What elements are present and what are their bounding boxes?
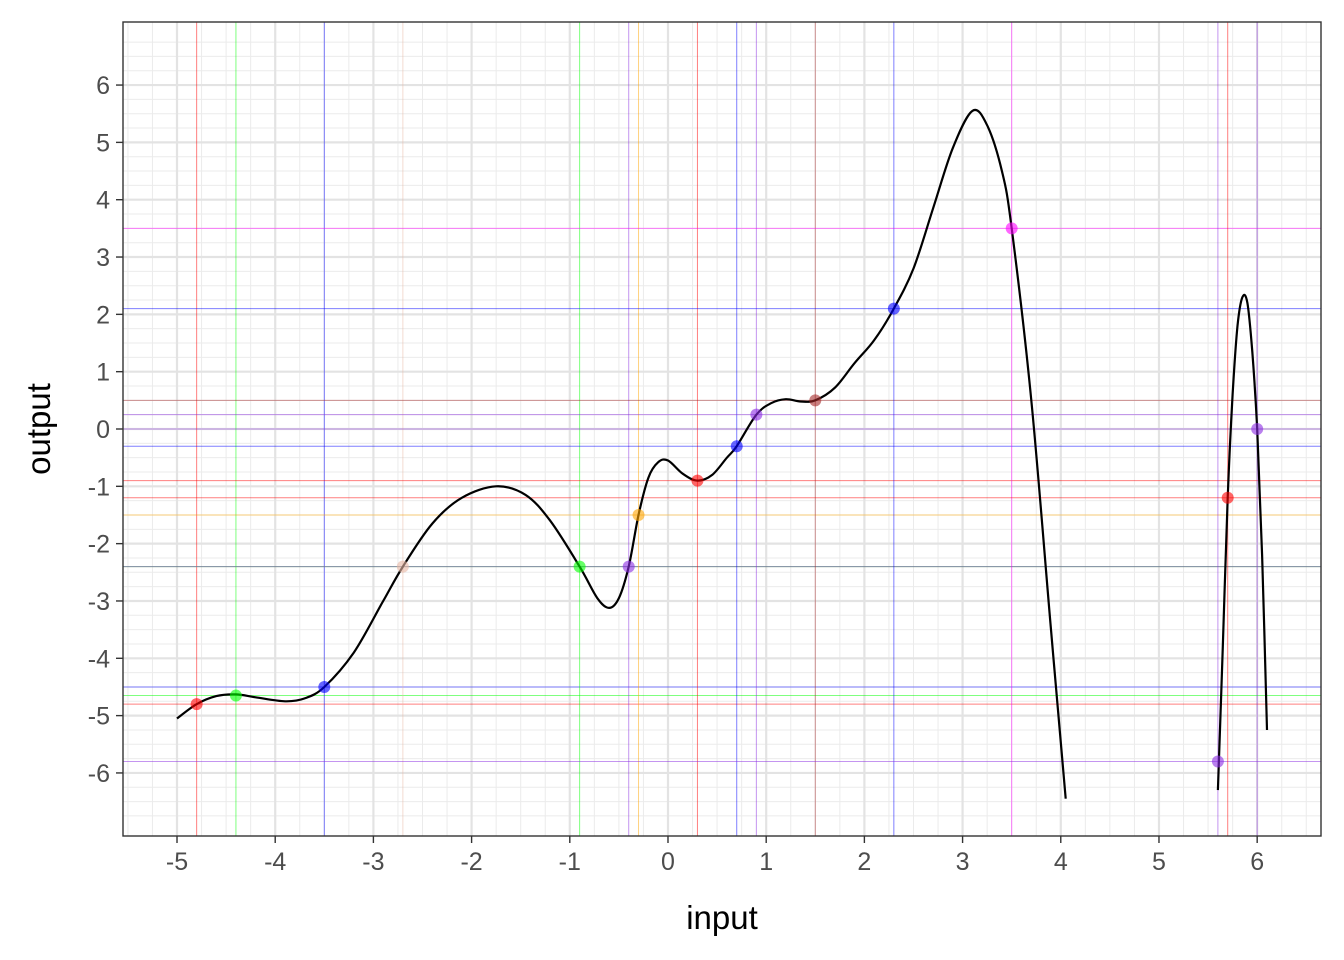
curve-segment — [176, 108, 1067, 799]
data-point — [1221, 491, 1234, 504]
x-tick-label: 3 — [956, 848, 970, 876]
data-point — [190, 698, 203, 711]
data-point — [1211, 755, 1224, 768]
y-tick-label: -4 — [88, 645, 110, 673]
x-tick-label: 1 — [759, 848, 773, 876]
x-tick-label: 4 — [1054, 848, 1068, 876]
y-tick-label: -2 — [88, 531, 110, 559]
data-point — [229, 689, 242, 702]
data-point — [750, 408, 763, 421]
y-tick-label: 4 — [96, 187, 110, 215]
data-point — [809, 394, 822, 407]
data-point — [396, 560, 409, 573]
x-tick-label: 6 — [1250, 848, 1264, 876]
data-point — [632, 508, 645, 521]
x-tick-label: 2 — [857, 848, 871, 876]
y-tick-label: 5 — [96, 129, 110, 157]
interpolating-curve — [176, 108, 1269, 799]
data-points — [190, 222, 1264, 768]
y-tick-label: -5 — [88, 703, 110, 731]
data-point — [573, 560, 586, 573]
y-tick-label: -6 — [88, 760, 110, 788]
x-axis: -5 -4 -3 -2 -1 0 1 2 3 4 5 6 — [166, 836, 1264, 876]
data-point — [622, 560, 635, 573]
reference-lines — [123, 22, 1321, 836]
x-tick-label: -5 — [166, 848, 188, 876]
y-tick-label: -3 — [88, 588, 110, 616]
x-tick-label: 0 — [661, 848, 675, 876]
y-axis-title: output — [20, 383, 57, 475]
data-point — [1251, 423, 1264, 435]
data-point — [691, 474, 704, 487]
curve-segment — [1216, 293, 1269, 791]
y-tick-label: 2 — [96, 301, 110, 329]
y-tick-label: 3 — [96, 244, 110, 272]
y-axis: -6 -5 -4 -3 -2 -1 0 1 2 3 4 5 6 — [88, 72, 123, 788]
x-tick-label: -1 — [559, 848, 581, 876]
x-tick-label: -4 — [264, 848, 286, 876]
data-point — [318, 680, 331, 693]
data-point — [887, 302, 900, 315]
y-tick-label: 6 — [96, 72, 110, 100]
data-point — [730, 440, 743, 453]
x-axis-title: input — [686, 899, 758, 936]
x-tick-label: -2 — [460, 848, 482, 876]
y-tick-label: 0 — [96, 416, 110, 444]
y-tick-label: 1 — [96, 359, 110, 387]
x-tick-label: -3 — [362, 848, 384, 876]
x-tick-label: 5 — [1152, 848, 1166, 876]
data-point — [1005, 222, 1018, 235]
y-tick-label: -1 — [88, 473, 110, 501]
